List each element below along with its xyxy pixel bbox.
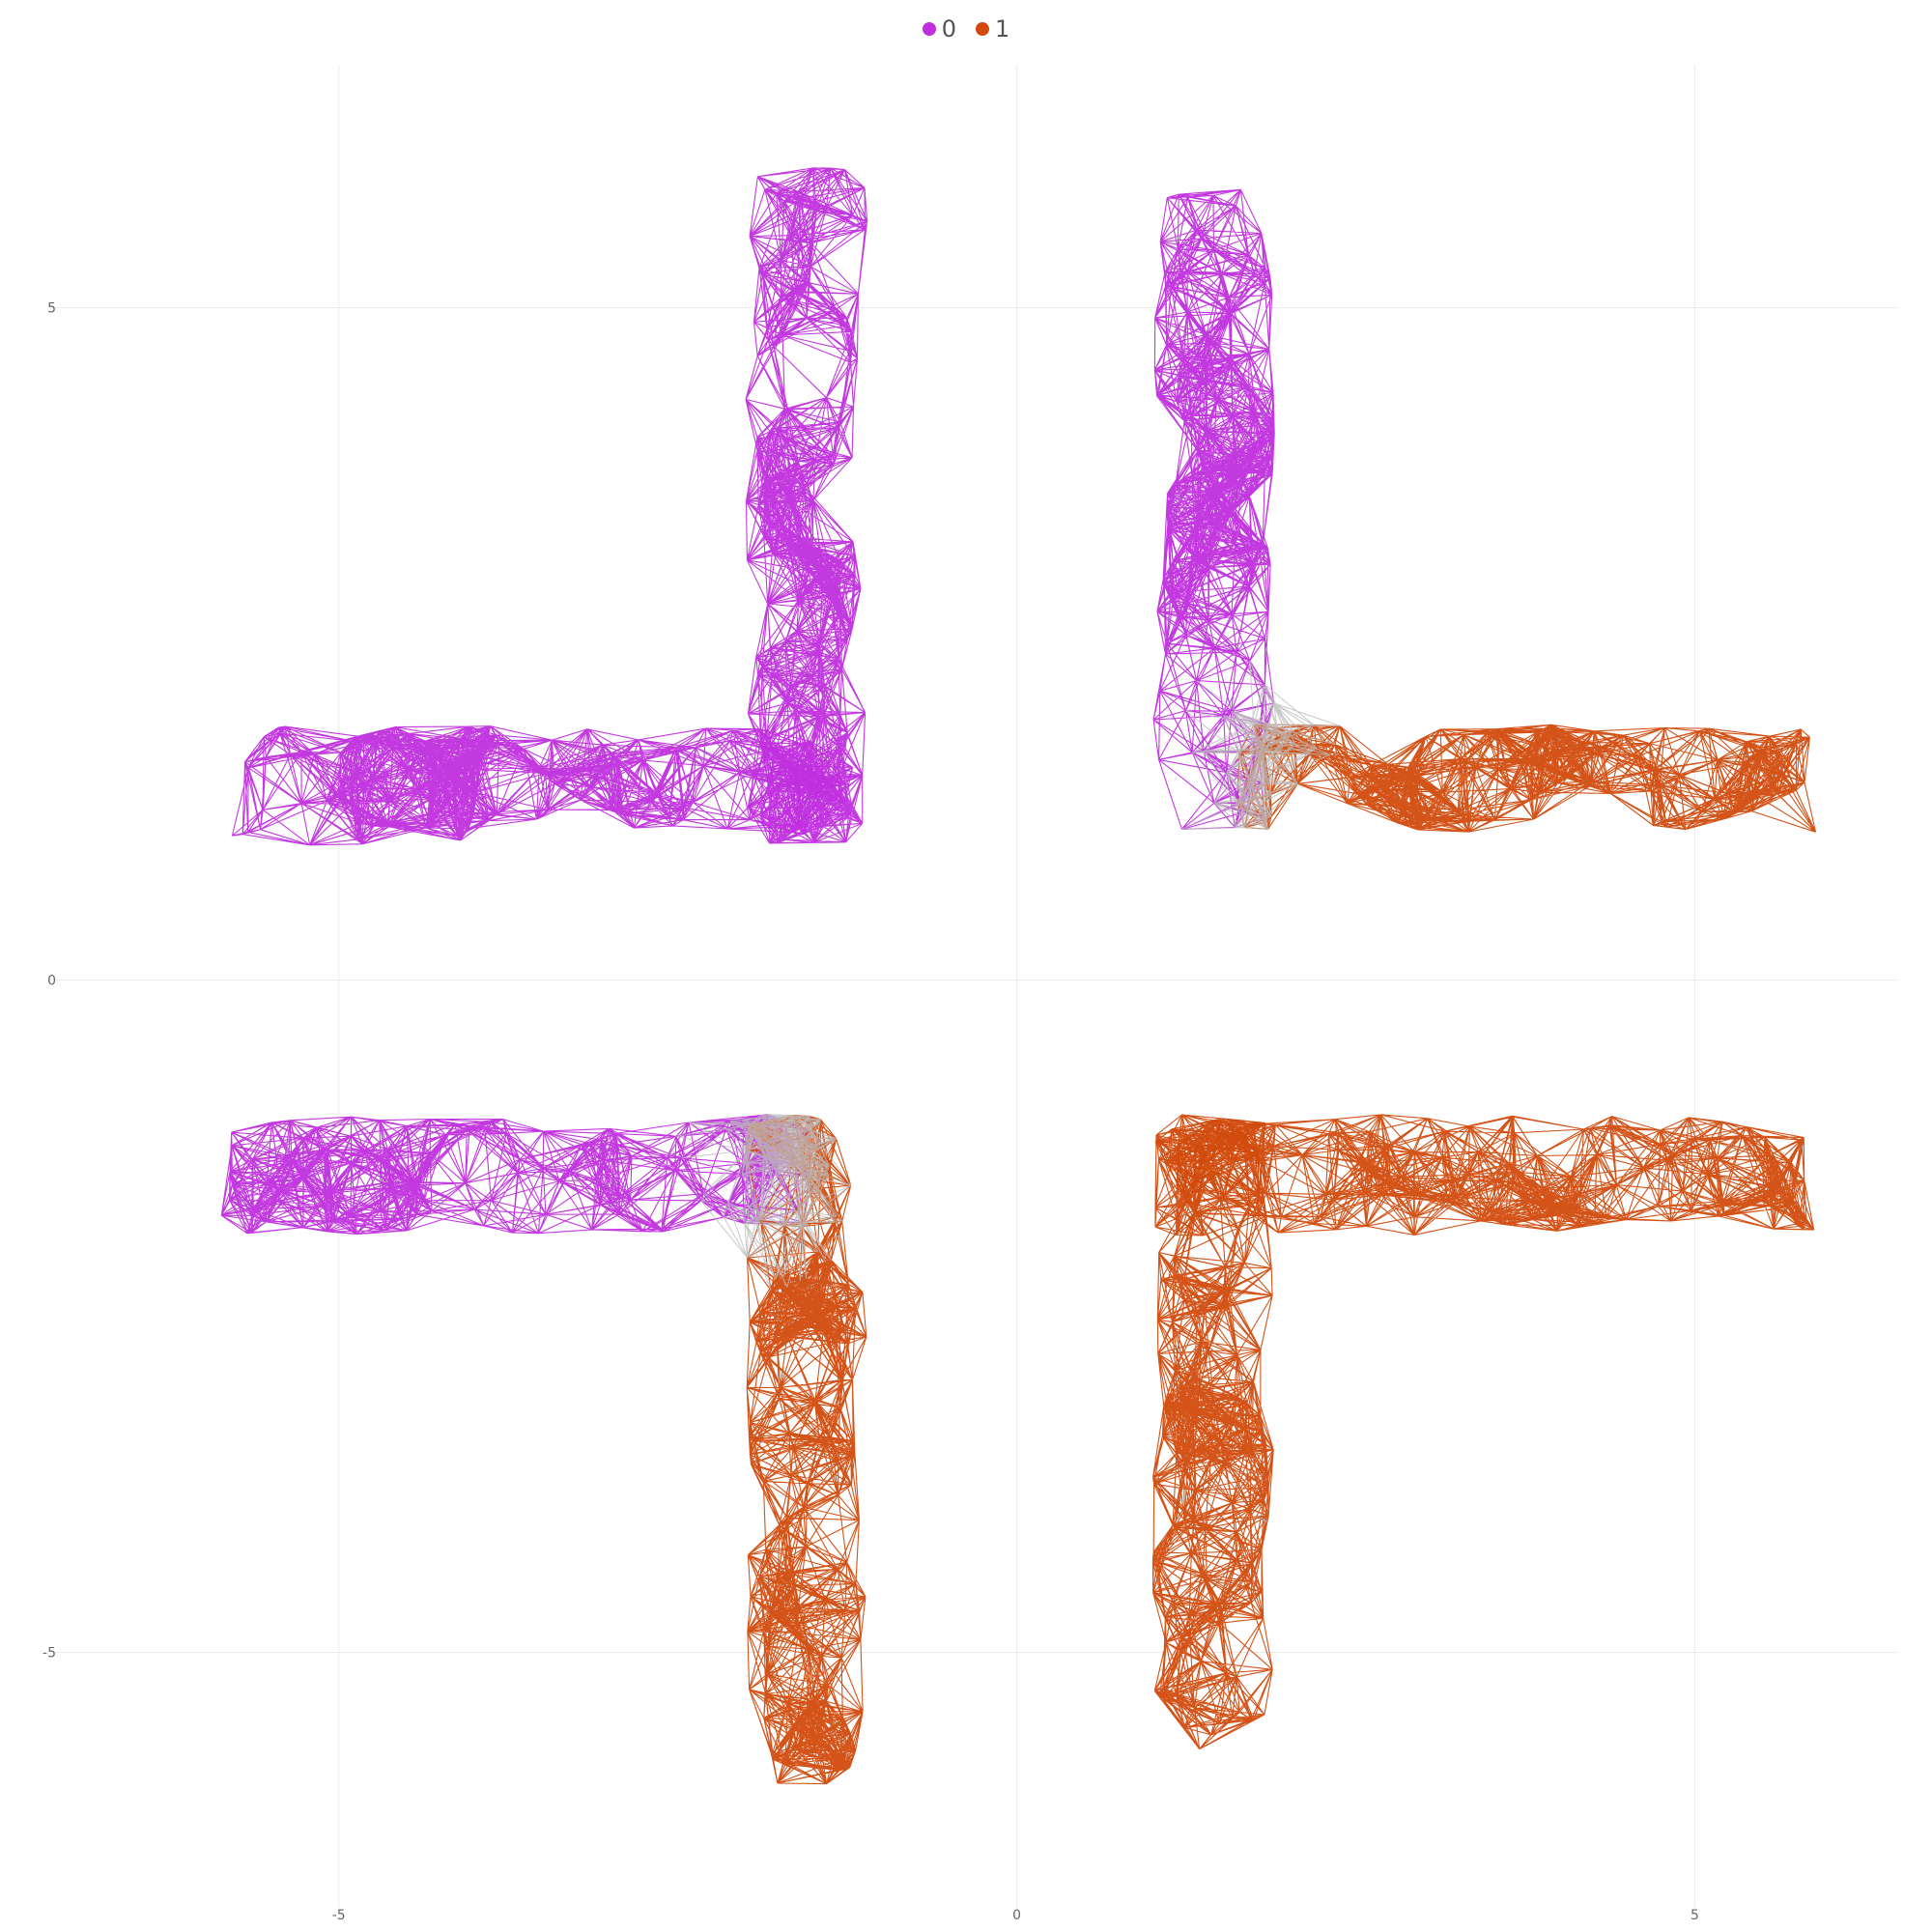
x-tick-label-2: 5: [1690, 1908, 1699, 1923]
cross-edges-bottom-left: [675, 1114, 852, 1292]
series-0-arm-3: [220, 1114, 812, 1236]
series-1-arm-2: [1154, 1114, 1815, 1236]
cross-edges-bottom-left-path: [675, 1114, 852, 1292]
series-1-arm-1-edges: [746, 1115, 867, 1785]
series-0-arm-2-edges: [1152, 188, 1275, 831]
y-tick-label-0: 5: [47, 301, 56, 317]
legend: 0 1: [0, 14, 1932, 44]
series-0-arm-2: [1152, 188, 1275, 831]
tick-labels: -5 0 5 5 0 -5: [43, 301, 1699, 1923]
series-0-arm-1-edges: [745, 167, 868, 844]
y-tick-label-1: 0: [47, 974, 56, 989]
cross-edges-top-right: [1181, 660, 1341, 830]
network-edges: [220, 167, 1817, 1785]
legend-item-series-1[interactable]: 1: [976, 15, 1009, 43]
grid-lines: [53, 66, 1898, 1908]
series-1-arm-0-edges: [1236, 724, 1817, 833]
series-0-arm-1: [745, 167, 868, 844]
cross-edges-top-right-path: [1181, 660, 1341, 830]
series-1-arm-0: [1236, 724, 1817, 833]
series-1-arm-3-edges: [1151, 1118, 1274, 1750]
legend-swatch-series-1: [976, 22, 989, 36]
series-1-arm-3: [1151, 1118, 1274, 1750]
series-1-arm-2-edges: [1154, 1114, 1815, 1236]
series-1-arm-1: [746, 1115, 867, 1785]
series-0-arm-3-edges: [220, 1114, 812, 1236]
legend-swatch-series-0: [922, 22, 936, 36]
legend-item-series-0[interactable]: 0: [922, 15, 956, 43]
x-tick-label-1: 0: [1012, 1908, 1021, 1923]
x-tick-label-0: -5: [332, 1908, 346, 1923]
legend-label-series-0: 0: [941, 15, 956, 43]
legend-label-series-1: 1: [995, 15, 1010, 43]
y-tick-label-2: -5: [43, 1646, 56, 1662]
